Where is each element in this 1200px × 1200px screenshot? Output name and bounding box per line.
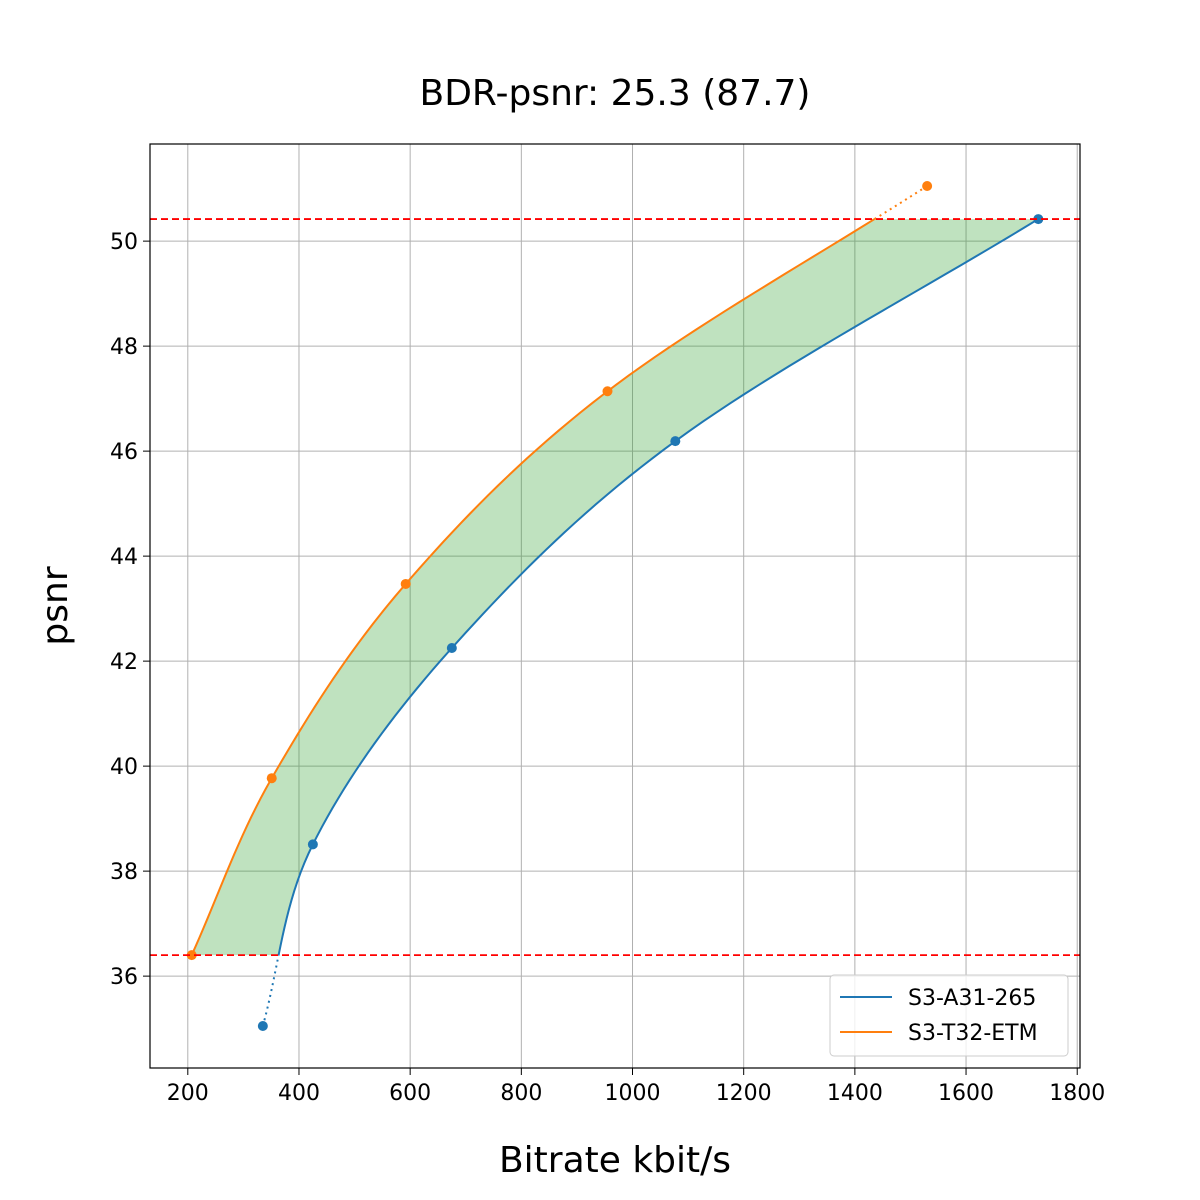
data-point-1 — [922, 181, 933, 191]
legend-label-1: S3-T32-ETM — [908, 1021, 1038, 1046]
chart-title: BDR-psnr: 25.3 (87.7) — [420, 73, 811, 114]
grid — [150, 144, 1080, 1068]
y-tick-label: 48 — [110, 335, 138, 360]
y-tick-label: 40 — [110, 755, 138, 780]
data-point-1 — [266, 773, 277, 784]
ticks: 200 400 600 800 1000 1200 1400 1600 1800 36 38 40 42… — [110, 230, 1105, 1106]
x-tick-label: 400 — [278, 1081, 320, 1106]
fill-between-curves — [191, 219, 1039, 956]
x-tick-label: 1600 — [938, 1081, 994, 1106]
x-tick-label: 1000 — [605, 1081, 661, 1106]
y-tick-label: 36 — [110, 965, 138, 990]
data-point-1 — [186, 950, 197, 961]
x-tick-label: 1400 — [827, 1081, 883, 1106]
y-tick-label: 38 — [110, 860, 138, 885]
legend-label-0: S3-A31-265 — [908, 986, 1036, 1011]
y-axis-label: psnr — [35, 566, 76, 645]
data-point-0 — [307, 839, 318, 850]
data-point-1 — [602, 386, 613, 397]
y-tick-label: 46 — [110, 440, 138, 465]
x-tick-label: 800 — [500, 1081, 542, 1106]
x-tick-label: 200 — [167, 1081, 209, 1106]
data-point-1 — [400, 578, 411, 589]
fill-area — [191, 219, 1039, 956]
data-point-0 — [1033, 214, 1044, 225]
data-point-0 — [670, 436, 681, 447]
x-tick-label: 600 — [389, 1081, 431, 1106]
extrapolation-line-0 — [261, 954, 280, 1027]
extrapolation-line-1 — [874, 185, 928, 220]
data-point-0 — [257, 1021, 268, 1031]
series-lines — [150, 181, 1080, 1031]
x-tick-label: 1200 — [716, 1081, 772, 1106]
legend-box — [829, 974, 1069, 1057]
plot-frame — [149, 143, 1081, 1069]
y-tick-label: 50 — [110, 230, 138, 255]
x-axis-label: Bitrate kbit/s — [499, 1140, 731, 1181]
x-tick-label: 1800 — [1049, 1081, 1105, 1106]
legend: S3-A31-265 S3-T32-ETM — [829, 974, 1069, 1057]
y-tick-label: 42 — [110, 650, 138, 675]
y-tick-label: 44 — [110, 545, 138, 570]
data-point-0 — [446, 643, 457, 653]
series-line-0 — [277, 218, 1039, 956]
